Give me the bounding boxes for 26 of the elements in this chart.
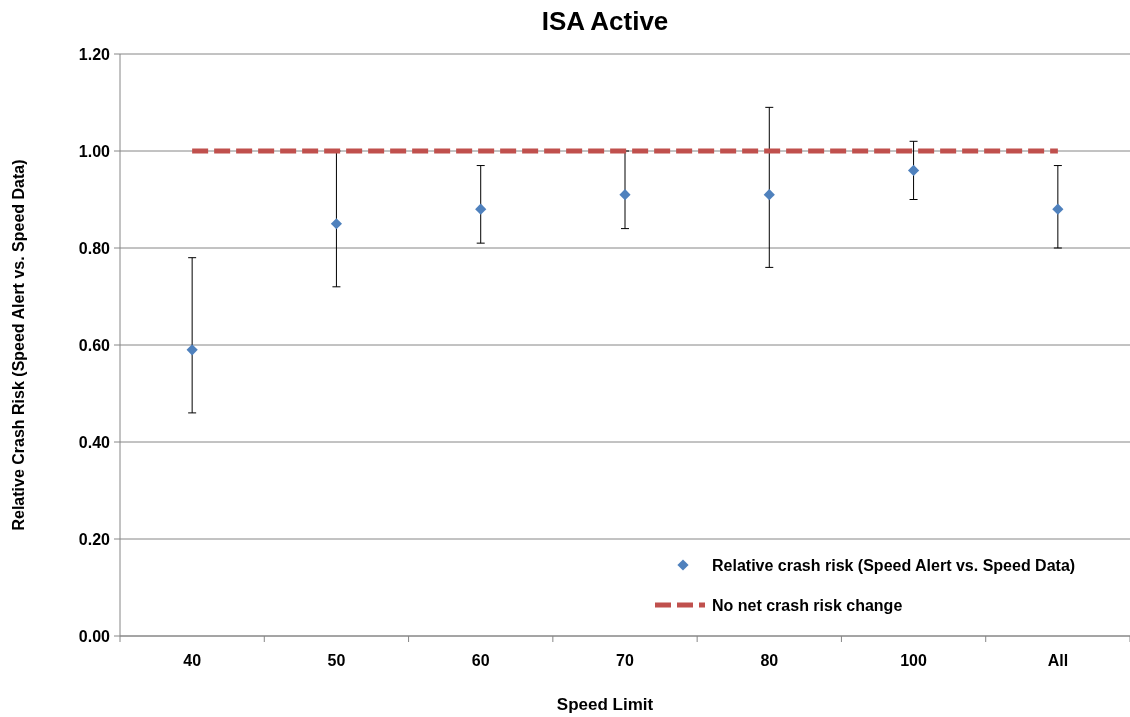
y-tick-label: 1.00 bbox=[78, 142, 111, 160]
x-tick-label: 100 bbox=[900, 652, 928, 669]
point bbox=[1052, 203, 1064, 215]
point bbox=[330, 218, 343, 230]
x-tick-label: All bbox=[1047, 652, 1069, 669]
x-tick-label: 70 bbox=[616, 652, 634, 669]
x-tick-label: 60 bbox=[471, 652, 490, 669]
y-tick-label: 0.80 bbox=[78, 239, 111, 257]
y-tick-label: 0.20 bbox=[78, 530, 111, 548]
x-tick-label: 80 bbox=[760, 652, 779, 669]
point bbox=[763, 189, 775, 201]
point bbox=[475, 203, 487, 215]
legend-label: Relative crash risk (Speed Alert vs. Speed Data) bbox=[712, 556, 1076, 574]
chart-title: ISA Active bbox=[541, 6, 669, 36]
x-axis-title: Speed Limit bbox=[556, 695, 654, 714]
point bbox=[186, 344, 198, 356]
y-tick-label: 1.20 bbox=[78, 45, 111, 63]
y-tick-label: 0.60 bbox=[78, 336, 111, 354]
y-tick-label: 0.00 bbox=[78, 627, 111, 645]
legend-label: No net crash risk change bbox=[712, 596, 903, 614]
y-axis-title: Relative Crash Risk (Speed Alert vs. Speed Data) bbox=[10, 159, 27, 531]
x-tick-label: 40 bbox=[183, 652, 202, 669]
y-tick-label: 0.40 bbox=[78, 433, 111, 451]
x-tick-label: 50 bbox=[327, 652, 346, 669]
point bbox=[619, 189, 631, 201]
point bbox=[907, 164, 920, 176]
